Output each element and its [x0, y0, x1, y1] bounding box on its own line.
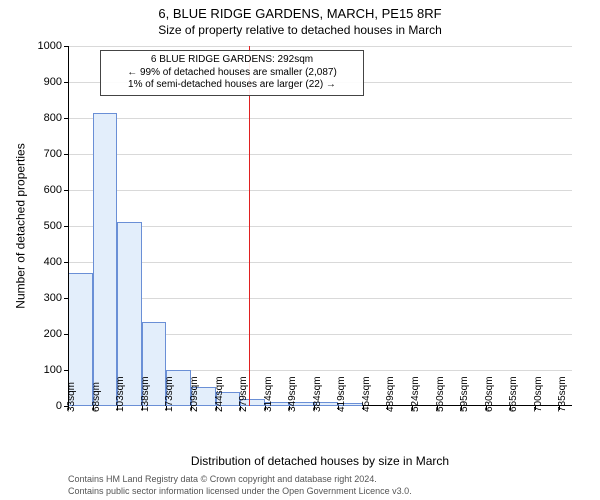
chart-subtitle: Size of property relative to detached ho…: [0, 23, 600, 37]
x-tick-label: 279sqm: [238, 376, 249, 412]
gridline: [68, 154, 572, 155]
x-tick-label: 68sqm: [91, 382, 102, 412]
y-tick-label: 500: [22, 220, 62, 232]
x-tick-label: 665sqm: [508, 376, 519, 412]
histogram-bar: [93, 113, 118, 406]
y-tick-label: 1000: [22, 40, 62, 52]
y-tick-label: 800: [22, 112, 62, 124]
y-tick-label: 0: [22, 400, 62, 412]
gridline: [68, 118, 572, 119]
callout-line: 6 BLUE RIDGE GARDENS: 292sqm: [107, 54, 357, 67]
gridline: [68, 262, 572, 263]
x-tick-label: 209sqm: [189, 376, 200, 412]
x-tick-label: 630sqm: [484, 376, 495, 412]
y-tick-label: 700: [22, 148, 62, 160]
caption-copyright: Contains HM Land Registry data © Crown c…: [68, 474, 377, 484]
y-tick-label: 600: [22, 184, 62, 196]
plot-area: 0100200300400500600700800900100033sqm68s…: [68, 46, 572, 406]
gridline: [68, 298, 572, 299]
callout-line: 1% of semi-detached houses are larger (2…: [107, 79, 357, 92]
gridline: [68, 190, 572, 191]
y-axis-line: [68, 46, 69, 406]
x-tick-label: 138sqm: [140, 376, 151, 412]
y-tick-label: 300: [22, 292, 62, 304]
x-tick-label: 524sqm: [410, 376, 421, 412]
x-tick-label: 595sqm: [459, 376, 470, 412]
x-tick-label: 384sqm: [312, 376, 323, 412]
x-tick-label: 700sqm: [533, 376, 544, 412]
y-tick-label: 100: [22, 364, 62, 376]
x-tick-label: 314sqm: [263, 376, 274, 412]
x-tick-label: 419sqm: [336, 376, 347, 412]
x-tick-label: 244sqm: [214, 376, 225, 412]
caption-licence: Contains public sector information licen…: [68, 486, 412, 496]
x-tick-label: 454sqm: [361, 376, 372, 412]
callout-box: 6 BLUE RIDGE GARDENS: 292sqm← 99% of det…: [100, 50, 364, 96]
histogram-chart: 6, BLUE RIDGE GARDENS, MARCH, PE15 8RF S…: [0, 0, 600, 500]
reference-line: [249, 46, 250, 406]
y-tick-label: 200: [22, 328, 62, 340]
x-tick-label: 735sqm: [557, 376, 568, 412]
x-tick-label: 489sqm: [385, 376, 396, 412]
y-tick-label: 400: [22, 256, 62, 268]
x-tick-label: 173sqm: [164, 376, 175, 412]
x-tick-label: 103sqm: [115, 376, 126, 412]
callout-line: ← 99% of detached houses are smaller (2,…: [107, 67, 357, 80]
x-tick-label: 349sqm: [287, 376, 298, 412]
gridline: [68, 226, 572, 227]
chart-title: 6, BLUE RIDGE GARDENS, MARCH, PE15 8RF: [0, 6, 600, 21]
gridline: [68, 46, 572, 47]
x-tick-label: 560sqm: [435, 376, 446, 412]
y-tick-label: 900: [22, 76, 62, 88]
x-axis-title: Distribution of detached houses by size …: [68, 454, 572, 468]
